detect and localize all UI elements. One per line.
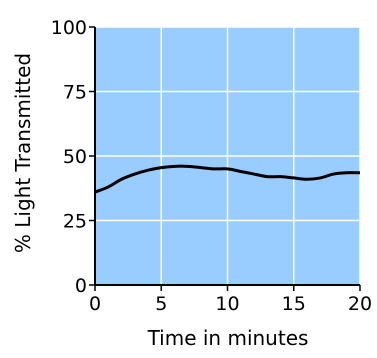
x-tick-label-4: 20 [348, 293, 372, 315]
grid-lines [95, 26, 361, 285]
y-axis-label: % Light Transmitted [11, 53, 35, 253]
series-line [94, 164, 361, 194]
x-tick-label-2: 10 [215, 293, 239, 315]
x-tick-label-1: 5 [155, 293, 167, 315]
y-tick-label-4: 100 [51, 17, 87, 39]
y-tick-labels: 0 25 50 75 100 [51, 17, 87, 297]
x-axis-label: Time in minutes [147, 326, 309, 350]
x-tick-labels: 0 5 10 15 20 [89, 293, 372, 315]
y-tick-label-3: 75 [63, 82, 87, 104]
y-tick-label-1: 25 [63, 211, 87, 233]
y-tick-label-2: 50 [63, 146, 87, 168]
x-tick-label-3: 15 [282, 293, 306, 315]
y-tick-label-0: 0 [75, 275, 87, 297]
x-tick-label-0: 0 [89, 293, 101, 315]
